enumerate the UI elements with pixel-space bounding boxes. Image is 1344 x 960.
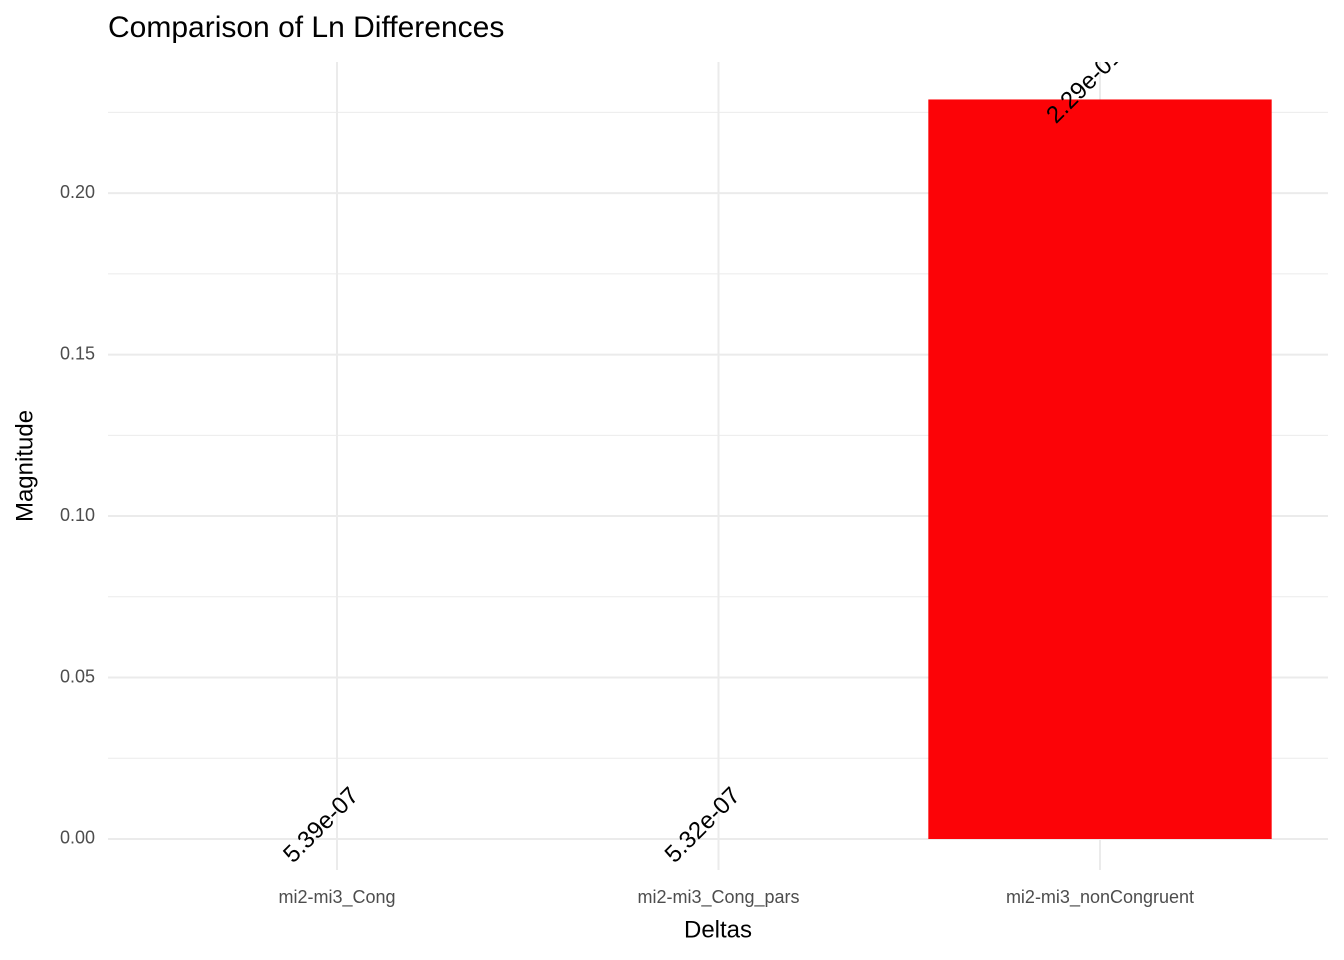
x-axis-title: Deltas [684,916,752,943]
x-tick-label: mi2-mi3_Cong [278,887,395,908]
x-tick-label: mi2-mi3_nonCongruent [1006,887,1194,908]
y-axis-title: Magnitude [11,410,38,522]
x-tick-label: mi2-mi3_Cong_pars [637,887,799,908]
y-tick-label: 0.10 [60,505,95,525]
y-tick-label: 0.00 [60,828,95,848]
y-tick-label: 0.20 [60,182,95,202]
y-tick-label: 0.05 [60,666,95,686]
value-label: 5.39e-07 [278,782,364,868]
bar [928,99,1272,839]
chart-title: Comparison of Ln Differences [108,11,504,44]
value-label: 5.32e-07 [660,782,746,868]
y-tick-label: 0.15 [60,343,95,363]
